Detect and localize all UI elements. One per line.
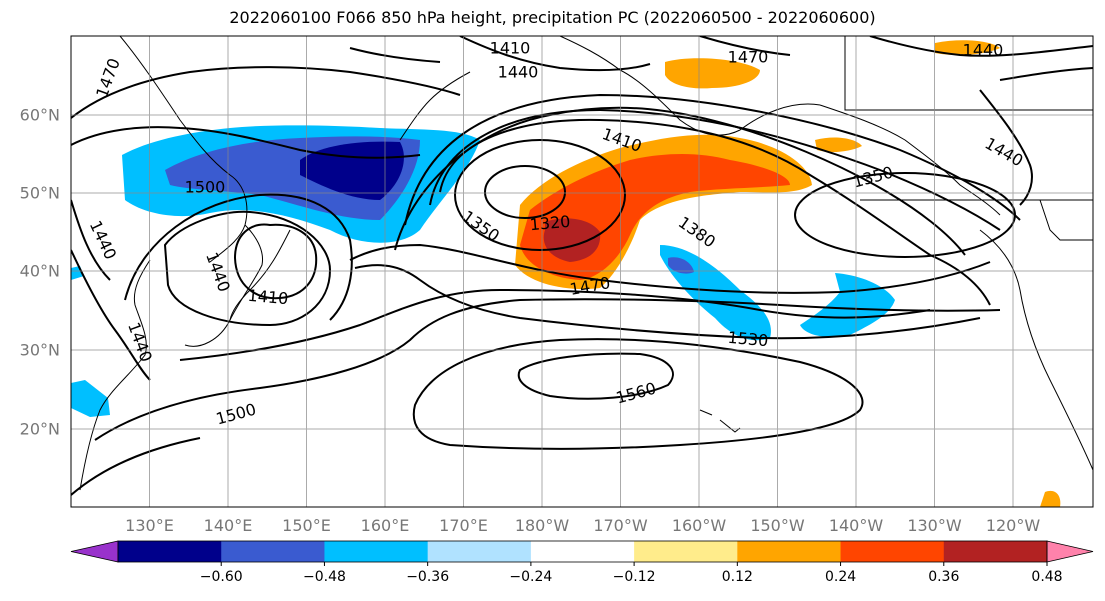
lon-label: 150°E bbox=[282, 516, 331, 535]
lon-label: 130°W bbox=[907, 516, 962, 535]
negative-precip-shading bbox=[71, 125, 895, 417]
colorbar-bin bbox=[221, 541, 325, 562]
map-frame bbox=[70, 35, 1094, 508]
height-contours bbox=[71, 36, 1093, 496]
lon-label: 170°W bbox=[593, 516, 648, 535]
contour-label: 1410 bbox=[490, 39, 531, 58]
lat-label: 40°N bbox=[20, 262, 60, 281]
colorbar-tick-label: 0.36 bbox=[928, 569, 959, 585]
colorbar-bin bbox=[634, 541, 738, 562]
lat-label: 60°N bbox=[20, 106, 60, 125]
colorbar-bin bbox=[427, 541, 532, 562]
colorbar-bin bbox=[324, 541, 429, 562]
lon-label: 120°W bbox=[986, 516, 1041, 535]
colorbar-bin bbox=[943, 541, 1048, 562]
lon-label: 170°E bbox=[439, 516, 488, 535]
map-title: 2022060100 F066 850 hPa height, precipit… bbox=[229, 8, 876, 27]
lon-label: 180°W bbox=[515, 516, 570, 535]
contour-label: 1440 bbox=[963, 41, 1004, 60]
colorbar-extend-high bbox=[1046, 540, 1094, 563]
contour-label: 1410 bbox=[247, 286, 289, 308]
lon-label: 130°E bbox=[125, 516, 174, 535]
colorbar-extend-low bbox=[70, 540, 119, 563]
colorbar-bin bbox=[737, 541, 842, 562]
gridlines bbox=[71, 36, 1093, 507]
colorbar-bin bbox=[840, 541, 945, 562]
lon-label: 140°W bbox=[829, 516, 884, 535]
colorbar-tick-label: −0.12 bbox=[613, 569, 656, 585]
lat-label: 30°N bbox=[20, 341, 60, 360]
colorbar: −0.60 −0.48 −0.36 −0.24 −0.12 0.12 0.24 0.36 0.4… bbox=[70, 540, 1094, 585]
colorbar-tick-label: −0.24 bbox=[509, 569, 552, 585]
colorbar-bin bbox=[530, 541, 635, 562]
colorbar-tick-label: −0.36 bbox=[406, 569, 449, 585]
lat-label: 50°N bbox=[20, 184, 60, 203]
colorbar-tick-label: 0.12 bbox=[722, 569, 753, 585]
positive-precip-shading bbox=[515, 40, 1061, 507]
latitude-labels: 60°N 50°N 40°N 30°N 20°N bbox=[20, 106, 60, 439]
lon-label: 150°W bbox=[750, 516, 805, 535]
longitude-labels: 130°E 140°E 150°E 160°E 170°E 180°W 170°… bbox=[125, 516, 1040, 535]
contour-label: 1470 bbox=[728, 48, 769, 67]
colorbar-tick-label: −0.60 bbox=[200, 569, 243, 585]
lat-label: 20°N bbox=[20, 420, 60, 439]
contour-label: 1320 bbox=[529, 212, 571, 234]
colorbar-tick-label: 0.24 bbox=[825, 569, 856, 585]
lon-label: 160°E bbox=[361, 516, 410, 535]
lon-label: 140°E bbox=[204, 516, 253, 535]
lon-label: 160°W bbox=[672, 516, 727, 535]
colorbar-tick-label: 0.48 bbox=[1031, 569, 1062, 585]
contour-label-group: 1410 1440 1470 1440 1470 1410 1440 1500 … bbox=[86, 39, 1027, 429]
contour-label: 1500 bbox=[185, 178, 226, 197]
colorbar-bin bbox=[118, 541, 222, 562]
contour-label: 1530 bbox=[727, 328, 769, 350]
contour-label: 1440 bbox=[498, 63, 539, 82]
colorbar-frame bbox=[117, 540, 1048, 563]
colorbar-tick-label: −0.48 bbox=[303, 569, 346, 585]
